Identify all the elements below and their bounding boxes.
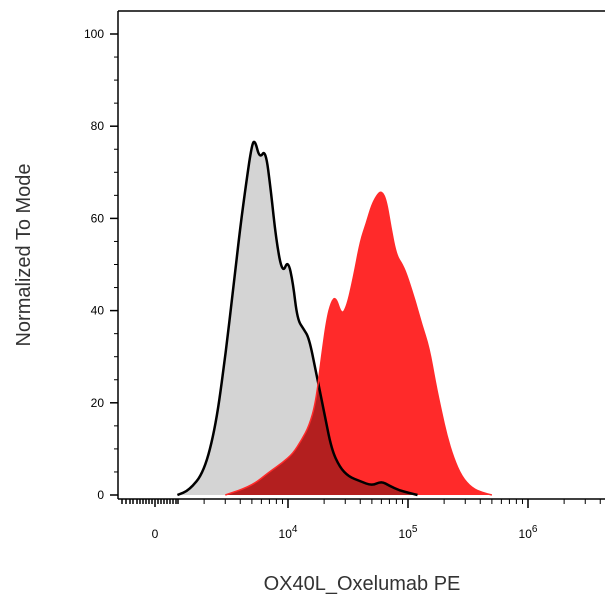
gray-histogram-outline: [176, 140, 418, 497]
y-tick-label: 0: [97, 488, 104, 502]
x-tick-label: 104: [279, 524, 298, 541]
x-tick-label: 106: [519, 524, 538, 541]
y-axis-title: Normalized To Mode: [13, 163, 35, 346]
x-tick-label: 0: [152, 527, 159, 541]
x-axis-ticks: 0 104 105 106: [121, 499, 601, 541]
plot-area: [176, 140, 493, 497]
red-histogram-outline: [225, 191, 493, 496]
y-tick-label: 40: [91, 304, 105, 318]
y-axis-ticks: 0 20 40 60 80 100: [84, 27, 118, 502]
x-axis-title: OX40L_Oxelumab PE: [264, 573, 461, 595]
x-tick-label: 105: [399, 524, 418, 541]
y-tick-label: 80: [91, 119, 105, 133]
y-tick-label: 100: [84, 27, 104, 41]
y-tick-label: 20: [91, 396, 105, 410]
red-histogram-fill: [225, 192, 492, 495]
y-tick-label: 60: [91, 211, 105, 225]
